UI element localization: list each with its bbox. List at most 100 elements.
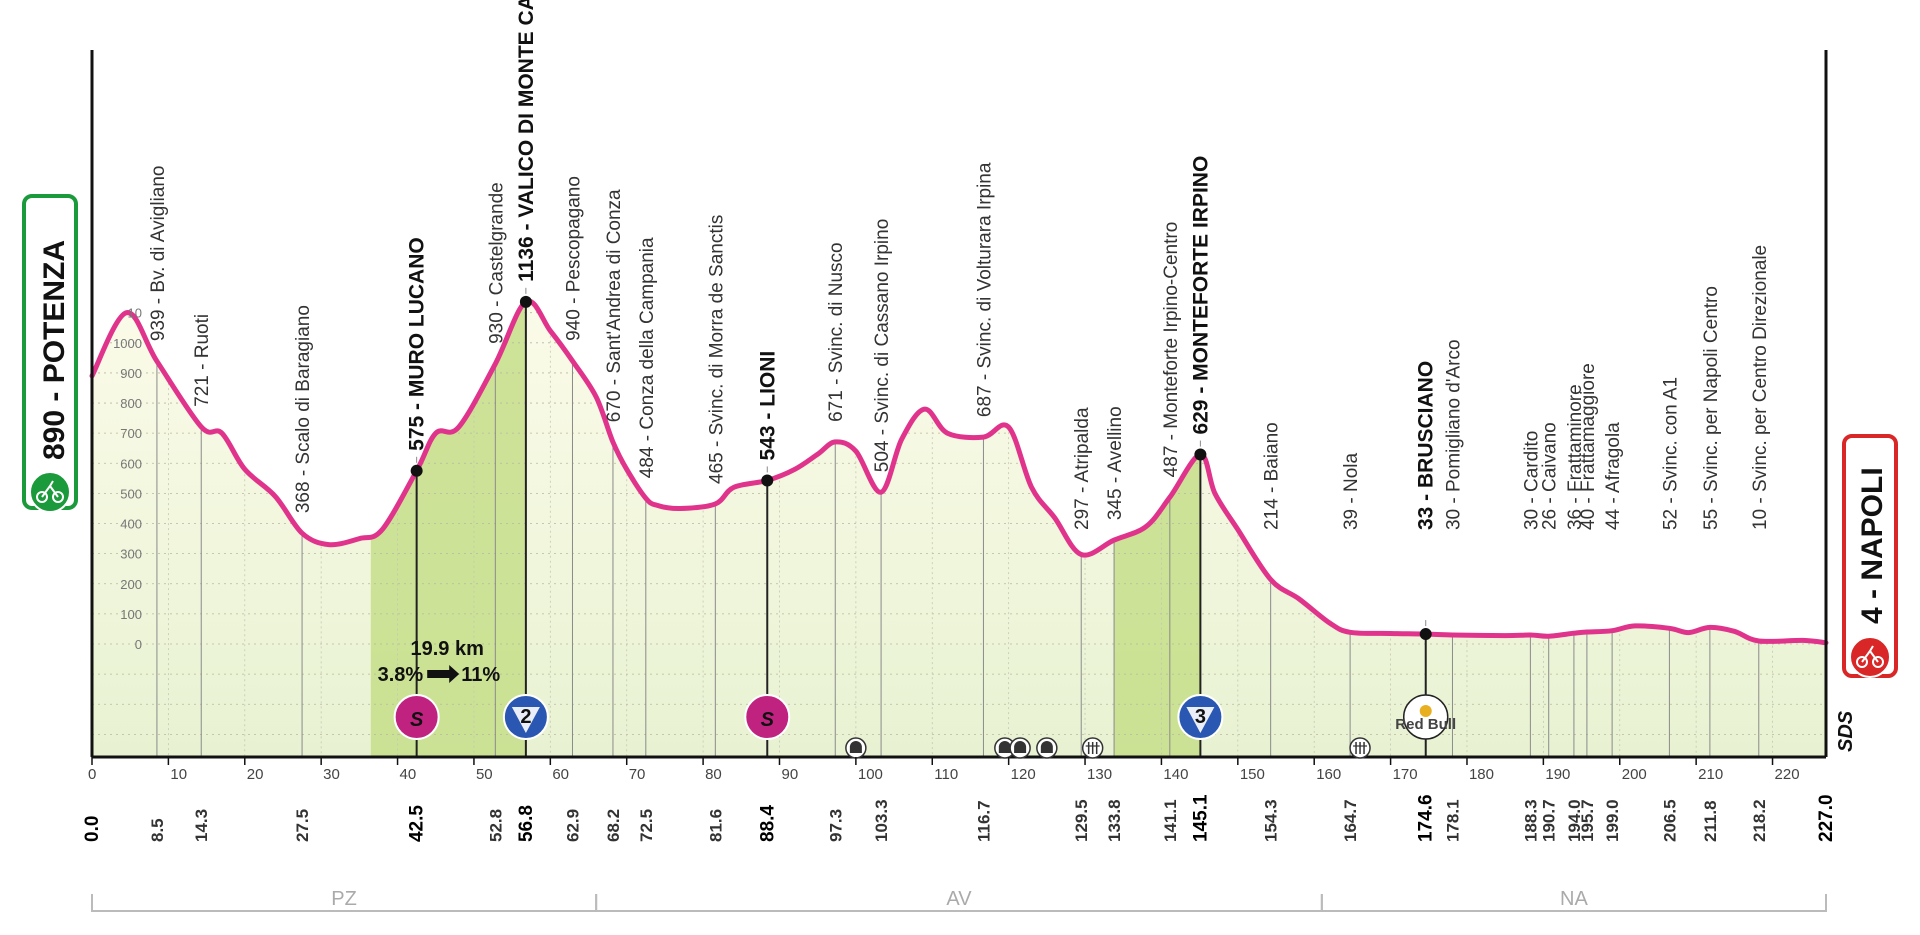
waypoint-dot (519, 295, 532, 308)
waypoint-label: 687 - Svinc. di Volturara Irpina (974, 162, 995, 417)
waypoint-label: 345 - Avellino (1105, 406, 1126, 520)
start-badge: 890 - POTENZA (22, 194, 78, 513)
km-tick-label: 150 (1240, 766, 1265, 783)
km-tick-label: 30 (323, 766, 340, 783)
waypoint-label: 484 - Conza della Campania (637, 237, 658, 478)
km-tick-label: 210 (1698, 766, 1723, 783)
waypoint-label: 939 - Bv. di Avigliano (148, 165, 169, 341)
sprint-marker-icon (393, 694, 440, 740)
start-label: 890 - POTENZA (38, 240, 71, 460)
start-bike-icon (29, 471, 71, 513)
waypoint-label: 40 - Frattamaggiore (1578, 363, 1599, 530)
sponsor-logo: SDS (1835, 710, 1857, 752)
km-tick-label: 10 (170, 766, 187, 783)
km-tick-label: 170 (1393, 766, 1418, 783)
waypoint-km-label: 14.3 (192, 809, 211, 842)
km-tick-label: 200 (1622, 766, 1647, 783)
km-tick-label: 130 (1087, 766, 1112, 783)
waypoint-label: 940 - Pescopagano (563, 176, 584, 341)
bike-wheel-icon (1856, 656, 1868, 668)
sprint-marker-icon (744, 694, 791, 740)
sprint-letter: S (410, 709, 424, 731)
waypoint-km-label: 190.7 (1540, 799, 1559, 842)
province-label: AV (946, 888, 972, 910)
waypoint-km-label: 195.7 (1578, 799, 1597, 842)
waypoint-km-label: 88.4 (757, 805, 778, 842)
tunnel-arch-icon (849, 741, 862, 753)
waypoint-label: 39 - Nola (1341, 452, 1362, 530)
sprint-letter: S (761, 709, 775, 731)
bike-wheel-icon (36, 491, 48, 503)
altitude-tick-label: 100 (120, 607, 142, 622)
waypoint-label: 10 - Svinc. per Centro Direzionale (1750, 245, 1771, 530)
waypoint-label: 670 - Sant'Andrea di Conza (604, 189, 625, 422)
km-tick-label: 0 (88, 766, 96, 783)
waypoint-label: 504 - Svinc. di Cassano Irpino (872, 219, 893, 472)
waypoint-label: 671 - Svinc. di Nusco (826, 242, 847, 422)
km-tick-label: 220 (1775, 766, 1800, 783)
waypoint-label: 55 - Svinc. per Napoli Centro (1701, 286, 1722, 530)
waypoint-km-label: 145.1 (1190, 794, 1211, 842)
altitude-tick-label: 500 (120, 486, 142, 501)
waypoint-label: 930 - Castelgrande (486, 182, 507, 344)
waypoint-km-label: 174.6 (1416, 794, 1437, 842)
waypoint-label: 30 - Pomigliano d'Arco (1443, 339, 1464, 530)
waypoint-km-label: 42.5 (407, 805, 428, 842)
waypoint-km-label: 27.5 (293, 809, 312, 842)
km-tick-label: 20 (247, 766, 264, 783)
waypoint-km-label: 62.9 (563, 809, 582, 842)
waypoint-label: 721 - Ruoti (192, 314, 213, 407)
waypoint-km-label: 199.0 (1603, 799, 1622, 842)
waypoint-label: 214 - Baiano (1262, 422, 1283, 530)
bike-frame-icon (41, 480, 59, 498)
kom-triangle-icon (511, 707, 540, 733)
km-tick-label: 40 (400, 766, 417, 783)
climb-gradient-label: 3.8% (378, 664, 424, 686)
altitude-tick-label: 0 (135, 637, 142, 652)
climb-segment-2 (1114, 301, 1201, 757)
tunnel-arch-icon (1040, 741, 1053, 753)
km-tick-label: 140 (1163, 766, 1188, 783)
waypoint-label: 465 - Svinc. di Morra de Sanctis (706, 215, 727, 484)
altitude-tick-label: 700 (120, 426, 142, 441)
climb-max-label: 11% (461, 664, 500, 686)
waypoint-km-label: 103.3 (872, 799, 891, 842)
finish-km-label: 227.0 (1816, 794, 1837, 842)
waypoint-label: 30 - Cardito (1521, 431, 1542, 530)
waypoint-dot (410, 464, 423, 477)
province-label: NA (1560, 888, 1588, 910)
tunnel-arch-icon (998, 741, 1011, 753)
km-tick-label: 180 (1469, 766, 1494, 783)
redbull-sun-icon (1419, 705, 1432, 717)
waypoint-km-label: 97.3 (826, 809, 845, 842)
waypoint-label: 36 - Frattaminore (1565, 384, 1586, 530)
waypoint-label: 33 - BRUSCIANO (1415, 361, 1438, 530)
km-tick-label: 80 (705, 766, 722, 783)
altitude-tick-label: 900 (120, 366, 142, 381)
tunnel-arch-icon (1014, 741, 1027, 753)
altitude-tick-label: 10 (128, 306, 142, 321)
finish-label: 4 - NAPOLI (1856, 467, 1889, 624)
arrow-right-icon (427, 665, 460, 683)
waypoint-km-label: 154.3 (1262, 799, 1281, 842)
altitude-tick-label: 800 (120, 396, 142, 411)
km-tick-label: 110 (934, 766, 958, 783)
waypoint-label: 1136 - VALICO DI MONTE CARRUOZZO (515, 0, 538, 282)
waypoint-label: 575 - MURO LUCANO (406, 237, 429, 451)
bike-frame-icon (1861, 645, 1879, 663)
km-tick-label: 70 (629, 766, 646, 783)
waypoint-label: 44 - Afragola (1603, 422, 1624, 530)
waypoint-label: 297 - Atripalda (1072, 407, 1093, 530)
waypoint-km-label: 141.1 (1161, 799, 1180, 842)
altitude-tick-label: 600 (120, 456, 142, 471)
waypoint-label: 368 - Scalo di Baragiano (293, 305, 314, 513)
km-tick-label: 160 (1316, 766, 1341, 783)
climb-distance-label: 19.9 km (411, 638, 484, 660)
km-tick-label: 90 (781, 766, 798, 783)
altitude-tick-label: 300 (120, 547, 142, 562)
waypoint-km-label: 81.6 (706, 809, 725, 842)
waypoint-km-label: 116.7 (974, 800, 993, 842)
waypoint-label: 487 - Monteforte Irpino-Centro (1161, 222, 1182, 478)
waypoint-dot (1419, 628, 1432, 641)
